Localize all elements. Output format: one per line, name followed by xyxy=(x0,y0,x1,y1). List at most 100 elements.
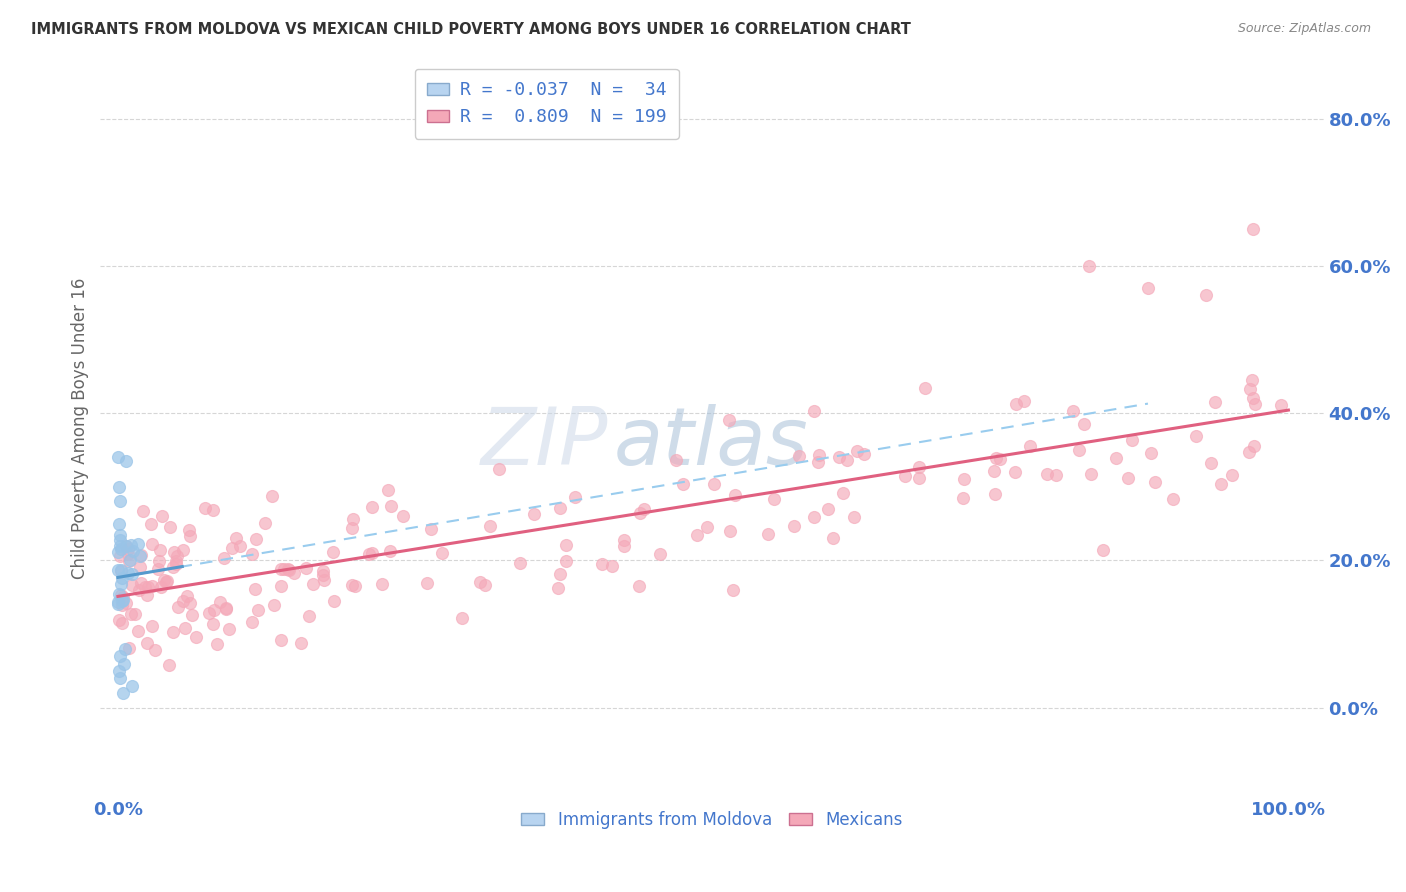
Point xyxy=(664,453,686,467)
Point xyxy=(112,590,135,604)
Point xyxy=(108,494,131,508)
Point xyxy=(240,547,263,561)
Point xyxy=(478,518,501,533)
Point xyxy=(988,451,1011,466)
Point xyxy=(150,580,173,594)
Point xyxy=(1121,434,1143,448)
Point xyxy=(117,541,139,556)
Point xyxy=(278,563,301,577)
Point xyxy=(114,595,136,609)
Point xyxy=(686,527,709,541)
Point xyxy=(110,533,132,548)
Point xyxy=(110,671,132,685)
Point xyxy=(380,499,402,513)
Point xyxy=(260,489,283,503)
Point xyxy=(107,545,129,559)
Point xyxy=(202,603,225,617)
Point xyxy=(302,577,325,591)
Point xyxy=(908,471,931,485)
Point xyxy=(141,619,163,633)
Point xyxy=(628,579,651,593)
Point xyxy=(107,564,129,578)
Point xyxy=(277,562,299,576)
Point xyxy=(215,601,238,615)
Point xyxy=(108,539,131,553)
Point xyxy=(762,492,785,507)
Point xyxy=(1243,438,1265,452)
Point xyxy=(648,547,671,561)
Point xyxy=(184,630,207,644)
Point xyxy=(724,488,747,502)
Point xyxy=(245,582,267,596)
Point xyxy=(117,547,139,561)
Point xyxy=(150,509,173,524)
Point xyxy=(167,599,190,614)
Point xyxy=(831,486,853,500)
Point xyxy=(523,507,546,521)
Point xyxy=(124,607,146,622)
Point xyxy=(1241,222,1264,236)
Point xyxy=(240,615,263,630)
Point xyxy=(474,578,496,592)
Point xyxy=(127,537,149,551)
Point xyxy=(628,506,651,520)
Point xyxy=(166,549,188,563)
Point xyxy=(340,521,363,535)
Point xyxy=(110,577,132,591)
Point xyxy=(179,596,201,610)
Point xyxy=(357,547,380,561)
Point xyxy=(1241,373,1264,387)
Point xyxy=(117,566,139,580)
Point xyxy=(110,563,132,577)
Point xyxy=(342,512,364,526)
Point xyxy=(377,483,399,497)
Point xyxy=(468,575,491,590)
Point xyxy=(1163,491,1185,506)
Point xyxy=(263,599,285,613)
Point xyxy=(163,545,186,559)
Point xyxy=(1004,465,1026,479)
Point xyxy=(141,537,163,551)
Point xyxy=(114,641,136,656)
Point xyxy=(1105,450,1128,465)
Point xyxy=(1209,476,1232,491)
Point xyxy=(159,520,181,534)
Point xyxy=(129,548,152,562)
Point xyxy=(111,686,134,700)
Point xyxy=(554,554,576,568)
Point xyxy=(148,554,170,568)
Point xyxy=(1270,398,1292,412)
Point xyxy=(721,582,744,597)
Point xyxy=(430,546,453,560)
Point xyxy=(134,580,156,594)
Point xyxy=(270,562,292,576)
Point xyxy=(1045,468,1067,483)
Point xyxy=(112,657,135,671)
Point xyxy=(155,574,177,589)
Point xyxy=(162,624,184,639)
Point xyxy=(108,549,131,563)
Point xyxy=(118,553,141,567)
Point xyxy=(845,444,868,458)
Point xyxy=(953,472,976,486)
Point xyxy=(1014,394,1036,409)
Point xyxy=(823,531,845,545)
Point xyxy=(121,679,143,693)
Point xyxy=(509,556,531,570)
Point xyxy=(107,594,129,608)
Point xyxy=(273,562,295,576)
Point xyxy=(136,588,159,602)
Point xyxy=(420,522,443,536)
Point xyxy=(128,582,150,597)
Point xyxy=(290,636,312,650)
Point xyxy=(1185,429,1208,443)
Point xyxy=(672,477,695,491)
Point xyxy=(270,633,292,648)
Point xyxy=(201,503,224,517)
Point xyxy=(1140,446,1163,460)
Point xyxy=(1092,543,1115,558)
Point xyxy=(172,594,194,608)
Point xyxy=(340,578,363,592)
Point xyxy=(1116,471,1139,485)
Point xyxy=(115,454,138,468)
